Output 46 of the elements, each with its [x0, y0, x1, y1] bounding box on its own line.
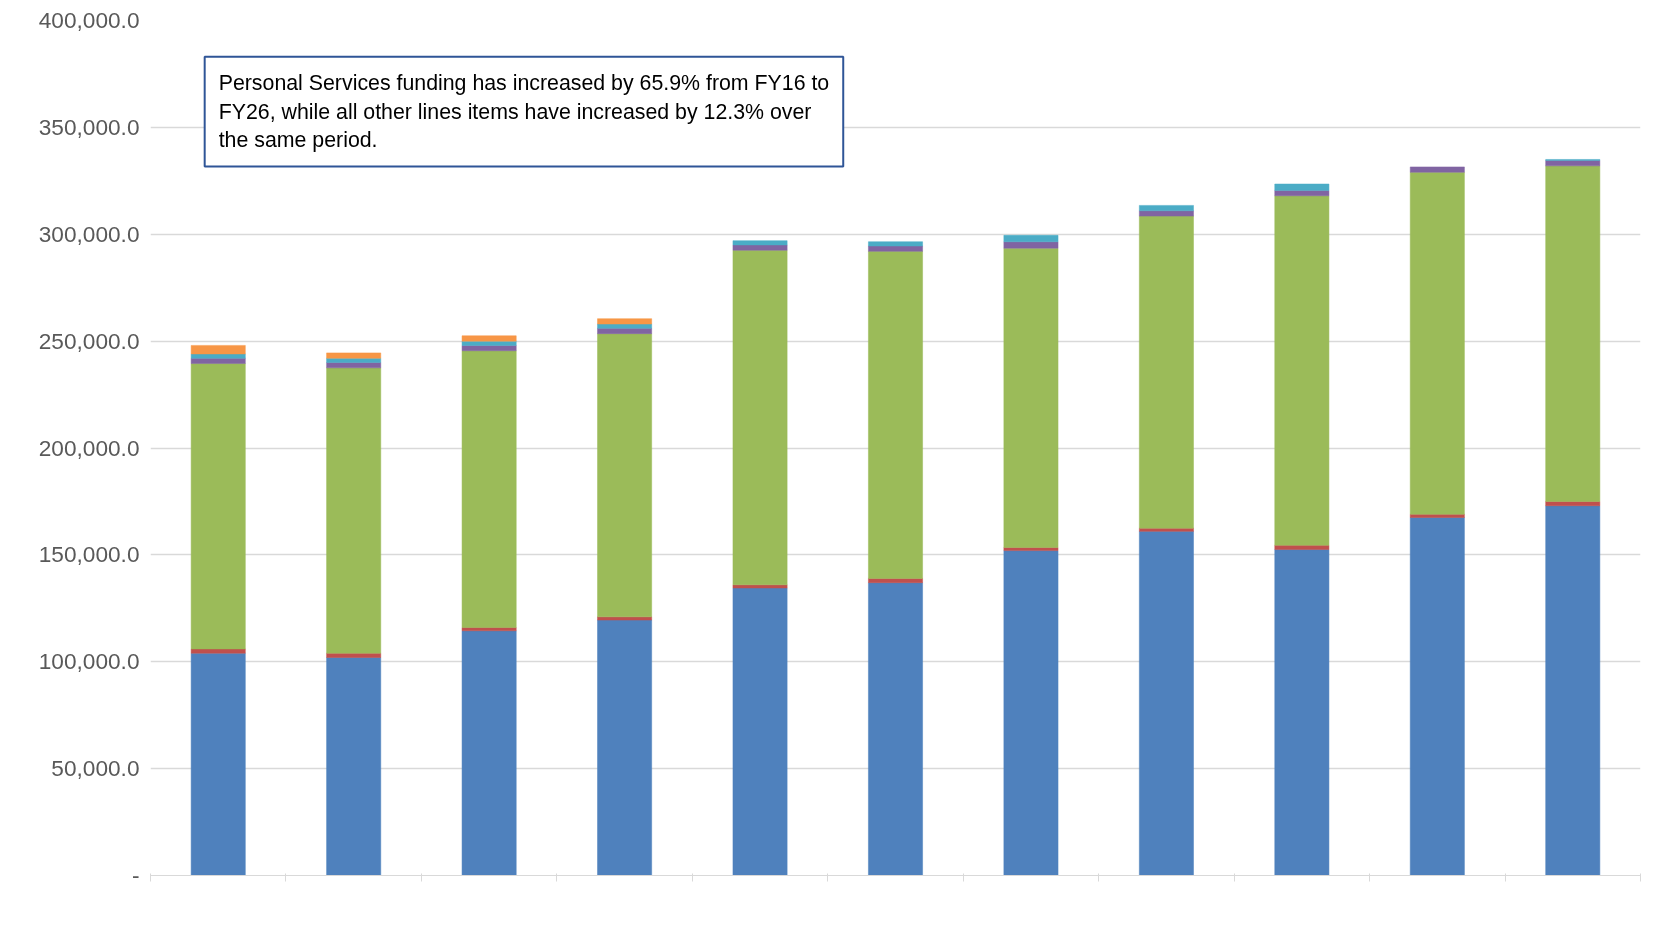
bar	[868, 582, 923, 876]
bar	[326, 352, 382, 359]
bar	[732, 240, 788, 246]
bar	[1409, 172, 1465, 515]
bar	[1003, 550, 1059, 876]
y-tick-label: 200,000.0	[38, 434, 140, 461]
bar	[597, 333, 652, 618]
bar	[1139, 531, 1194, 876]
bar	[1545, 505, 1601, 876]
y-tick-label: 100,000.0	[38, 648, 140, 675]
y-tick-label: 150,000.0	[38, 541, 140, 568]
annotation: Personal Services funding has increased by 65.9% from FY16 to FY26, while all other lines items have increased by 12.3% over the same period.	[218, 70, 830, 153]
bar	[597, 619, 652, 876]
bar	[1003, 241, 1059, 249]
bar	[1139, 215, 1194, 529]
bar	[1003, 235, 1059, 242]
bar	[1274, 195, 1330, 546]
bar	[190, 363, 246, 650]
bar	[461, 350, 517, 628]
bar	[1274, 183, 1330, 191]
bar	[326, 367, 382, 654]
bar	[1409, 166, 1465, 173]
bar	[732, 587, 788, 876]
bar	[732, 584, 788, 589]
bar	[1409, 517, 1465, 876]
bar	[868, 241, 923, 247]
bar	[190, 652, 246, 876]
bar	[1003, 247, 1059, 548]
y-tick-label: -	[131, 862, 140, 888]
bar	[1545, 160, 1601, 167]
bar	[597, 318, 652, 325]
bar	[1139, 210, 1194, 217]
bar	[1274, 549, 1330, 876]
bar	[732, 250, 788, 586]
bar	[326, 657, 382, 876]
y-tick-label: 250,000.0	[38, 327, 140, 354]
y-tick-label: 350,000.0	[38, 113, 140, 140]
bar	[1545, 165, 1601, 502]
y-tick-label: 400,000.0	[38, 7, 140, 33]
bar	[190, 345, 246, 355]
bar	[461, 630, 517, 876]
y-tick-label: 300,000.0	[38, 220, 140, 247]
y-tick-label: 50,000.0	[51, 755, 140, 782]
bar	[461, 335, 517, 342]
bar	[1139, 205, 1194, 211]
bar	[868, 251, 923, 579]
